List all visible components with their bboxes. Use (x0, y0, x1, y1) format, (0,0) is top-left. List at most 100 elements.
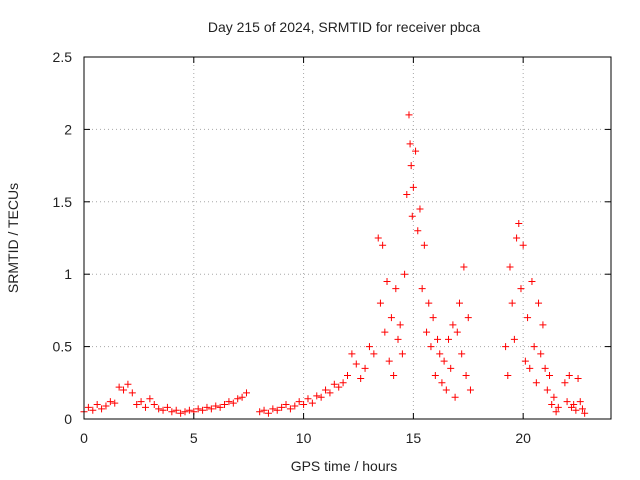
y-tick-label: 0.5 (53, 339, 73, 355)
data-point (168, 408, 176, 416)
data-point (221, 401, 229, 409)
plot-area-border (83, 56, 612, 420)
x-tick-label: 10 (296, 430, 312, 446)
data-point (420, 241, 428, 249)
y-tick-label: 1.5 (53, 194, 73, 210)
data-point (379, 241, 387, 249)
data-point (539, 321, 547, 329)
data-point (376, 299, 384, 307)
data-point (403, 191, 411, 199)
data-point (322, 386, 330, 394)
data-point (84, 403, 92, 411)
data-point (273, 406, 281, 414)
data-point (269, 405, 277, 413)
data-point (225, 398, 233, 406)
y-tick-label: 1 (64, 266, 72, 282)
data-point (177, 409, 185, 417)
data-point (181, 408, 189, 416)
data-point (150, 401, 158, 409)
data-point (552, 408, 560, 416)
y-tick-label: 2.5 (53, 49, 73, 65)
data-point (396, 321, 404, 329)
data-point (427, 343, 435, 351)
axis-ticks (83, 56, 611, 420)
data-point (300, 401, 308, 409)
data-point (524, 314, 532, 322)
data-point (502, 343, 510, 351)
x-axis-label: GPS time / hours (291, 458, 398, 474)
data-point (543, 386, 551, 394)
data-point (451, 393, 459, 401)
data-point (348, 350, 356, 358)
data-point (453, 328, 461, 336)
data-point (330, 380, 338, 388)
data-point (563, 398, 571, 406)
data-point (548, 401, 556, 409)
y-tick-label: 0 (64, 411, 72, 427)
data-point (442, 386, 450, 394)
data-point (528, 277, 536, 285)
data-point (412, 147, 420, 155)
data-point (425, 299, 433, 307)
data-point (550, 393, 558, 401)
data-point (385, 357, 393, 365)
data-point (532, 379, 540, 387)
data-point (510, 335, 518, 343)
data-point (383, 277, 391, 285)
data-point (449, 321, 457, 329)
y-axis-label: SRMTID / TECUs (5, 183, 21, 293)
data-point (93, 401, 101, 409)
data-point (418, 285, 426, 293)
data-point (506, 263, 514, 271)
data-point (460, 263, 468, 271)
data-point (163, 403, 171, 411)
y-tick-label: 2 (64, 121, 72, 137)
data-point (431, 372, 439, 380)
data-point (398, 350, 406, 358)
data-point (423, 328, 431, 336)
data-point (392, 285, 400, 293)
data-point (374, 234, 382, 242)
data-point (339, 379, 347, 387)
data-point (462, 372, 470, 380)
data-point (414, 227, 422, 235)
data-point (120, 386, 128, 394)
data-point (447, 364, 455, 372)
data-point (216, 403, 224, 411)
data-point (155, 405, 163, 413)
data-point (406, 140, 414, 148)
data-point (357, 374, 365, 382)
data-point (513, 234, 521, 242)
data-point (574, 374, 582, 382)
data-point (409, 183, 417, 191)
data-point (115, 383, 123, 391)
chart-title: Day 215 of 2024, SRMTID for receiver pbc… (208, 19, 481, 35)
data-point (234, 395, 242, 403)
data-point (335, 383, 343, 391)
data-point (530, 343, 538, 351)
data-point (194, 405, 202, 413)
data-point (137, 398, 145, 406)
data-point (401, 270, 409, 278)
data-point (111, 399, 119, 407)
data-point (199, 406, 207, 414)
data-point (365, 343, 373, 351)
x-tick-label: 5 (190, 430, 198, 446)
data-point (517, 285, 525, 293)
data-point (466, 386, 474, 394)
data-point (264, 409, 272, 417)
data-point (304, 395, 312, 403)
data-point (390, 372, 398, 380)
data-point (102, 402, 110, 410)
data-point (133, 401, 141, 409)
data-point (326, 389, 334, 397)
data-point (438, 379, 446, 387)
data-point (546, 372, 554, 380)
data-point (128, 389, 136, 397)
data-point (416, 205, 424, 213)
data-point (141, 403, 149, 411)
data-point (98, 405, 106, 413)
data-point (308, 399, 316, 407)
data-points (80, 111, 589, 417)
